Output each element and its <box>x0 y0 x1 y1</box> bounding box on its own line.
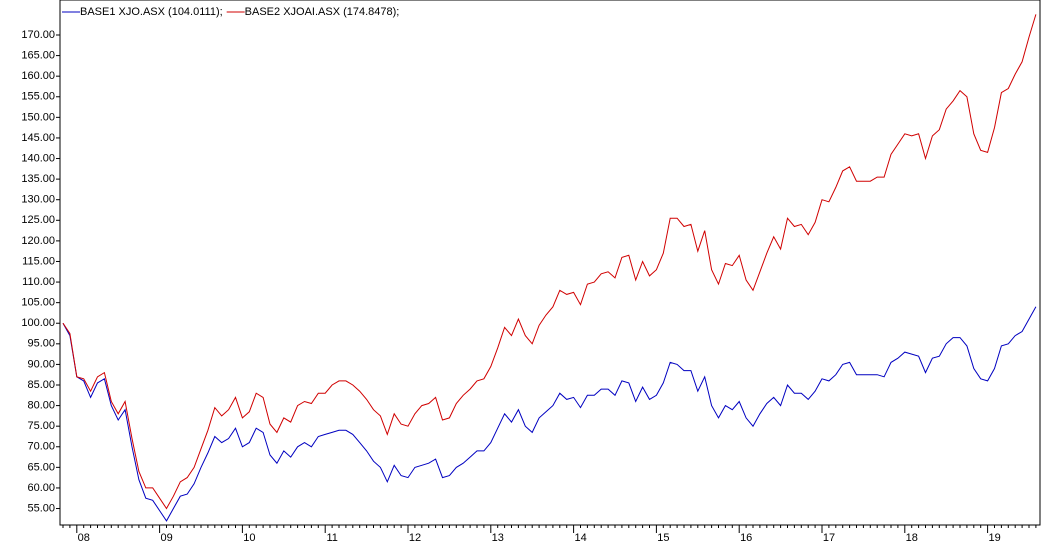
x-tick-label: 11 <box>326 532 337 544</box>
y-tick-label: 165.00 <box>21 49 55 61</box>
y-tick-label: 85.00 <box>27 379 55 391</box>
y-tick-label: 145.00 <box>21 132 55 144</box>
y-tick-label: 70.00 <box>27 441 55 453</box>
y-tick-label: 90.00 <box>27 358 55 370</box>
y-tick-label: 120.00 <box>21 235 55 247</box>
x-tick-label: 10 <box>243 532 255 544</box>
y-tick-label: 130.00 <box>21 194 55 206</box>
y-tick-label: 155.00 <box>21 91 55 103</box>
x-tick-label: 13 <box>492 532 504 544</box>
series-line <box>62 306 1037 522</box>
y-tick-label: 170.00 <box>21 29 55 41</box>
x-tick-label: 14 <box>574 532 586 544</box>
x-tick-label: 12 <box>409 532 421 544</box>
y-tick-label: 55.00 <box>27 502 55 514</box>
y-tick-label: 95.00 <box>27 338 55 350</box>
legend-label: BASE2 XJOAI.ASX (174.8478); <box>245 6 400 18</box>
x-tick-label: 09 <box>160 532 172 544</box>
y-tick-label: 60.00 <box>27 482 55 494</box>
x-tick-label: 17 <box>823 532 835 544</box>
series-line <box>62 14 1037 510</box>
y-tick-label: 100.00 <box>21 317 55 329</box>
y-tick-label: 115.00 <box>22 255 55 267</box>
y-tick-label: 160.00 <box>21 70 55 82</box>
y-tick-label: 80.00 <box>27 399 55 411</box>
x-tick-label: 15 <box>657 532 669 544</box>
x-tick-label: 19 <box>988 532 1000 544</box>
x-tick-label: 16 <box>740 532 752 544</box>
x-tick-label: 08 <box>78 532 90 544</box>
y-tick-label: 135.00 <box>21 173 55 185</box>
y-tick-label: 105.00 <box>21 297 55 309</box>
y-tick-label: 125.00 <box>21 214 55 226</box>
y-tick-label: 110.00 <box>22 276 55 288</box>
legend-label: BASE1 XJO.ASX (104.0111); <box>80 6 223 18</box>
y-tick-label: 140.00 <box>21 152 55 164</box>
y-tick-label: 75.00 <box>27 420 55 432</box>
y-tick-label: 150.00 <box>21 111 55 123</box>
x-tick-label: 18 <box>906 532 918 544</box>
plot-area <box>59 0 1041 526</box>
y-tick-label: 65.00 <box>27 461 55 473</box>
